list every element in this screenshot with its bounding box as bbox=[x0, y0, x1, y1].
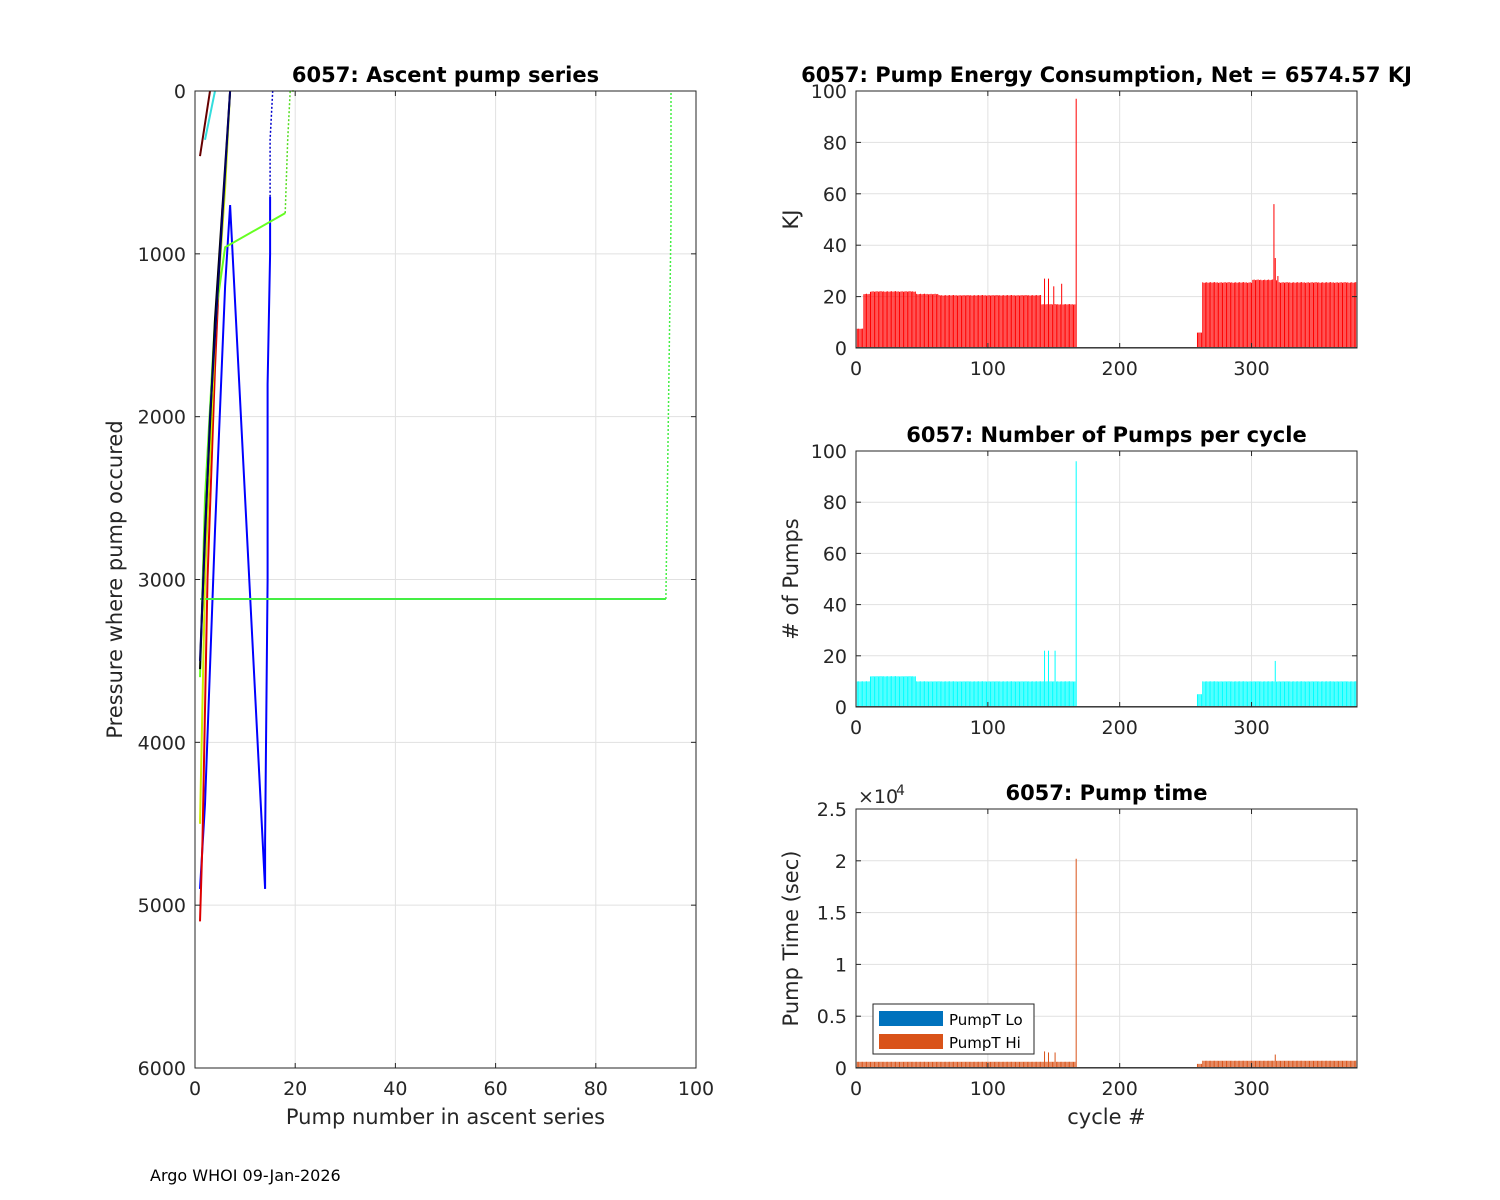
legend-label: PumpT Hi bbox=[949, 1034, 1021, 1052]
energy-xtick-label: 200 bbox=[1102, 358, 1138, 380]
ascent-series-line bbox=[199, 196, 272, 889]
energy-ytick-label: 60 bbox=[823, 184, 847, 206]
pumps-ylabel: # of Pumps bbox=[779, 518, 803, 640]
pumps-bars bbox=[856, 461, 1358, 707]
energy-xtick-label: 100 bbox=[970, 358, 1006, 380]
ascent-ytick-label: 0 bbox=[174, 81, 186, 103]
pumptime-xtick-label: 200 bbox=[1102, 1078, 1138, 1100]
pumptime-bars bbox=[856, 858, 1358, 1068]
pumps-title: 6057: Number of Pumps per cycle bbox=[906, 423, 1306, 447]
energy-xtick-label: 0 bbox=[850, 358, 862, 380]
ascent-ytick-label: 1000 bbox=[138, 244, 186, 266]
energy-ytick-label: 80 bbox=[823, 132, 847, 154]
ascent-title: 6057: Ascent pump series bbox=[292, 63, 599, 87]
pumps-xtick-label: 0 bbox=[850, 717, 862, 739]
energy-axes-box bbox=[855, 90, 1358, 349]
legend-label: PumpT Lo bbox=[949, 1011, 1023, 1029]
energy-ylabel: KJ bbox=[779, 210, 803, 230]
energy-ytick-label: 40 bbox=[823, 235, 847, 257]
ascent-xtick-label: 40 bbox=[383, 1078, 407, 1100]
pumps-ytick-label: 100 bbox=[811, 441, 847, 463]
ascent-series-line bbox=[199, 90, 232, 661]
energy-ytick-label: 0 bbox=[835, 338, 847, 360]
pumps-ytick-label: 20 bbox=[823, 646, 847, 668]
energy-ytick-label: 20 bbox=[823, 287, 847, 309]
pumptime-xtick-label: 100 bbox=[970, 1078, 1006, 1100]
energy-title: 6057: Pump Energy Consumption, Net = 657… bbox=[801, 63, 1412, 87]
pumptime-ytick-label: 1.5 bbox=[817, 903, 847, 925]
ascent-xtick-label: 0 bbox=[189, 1078, 201, 1100]
ascent-series-line bbox=[269, 90, 274, 197]
ascent-ytick-label: 4000 bbox=[138, 732, 186, 754]
pumptime-ytick-label: 1 bbox=[835, 954, 847, 976]
ascent-xtick-label: 20 bbox=[283, 1078, 307, 1100]
pumptime-ytick-label: 2 bbox=[835, 851, 847, 873]
legend-swatch bbox=[879, 1034, 943, 1049]
pumptime-ylabel: Pump Time (sec) bbox=[779, 851, 803, 1027]
pumps-xtick-label: 200 bbox=[1102, 717, 1138, 739]
pumptime-exponent-base: ×10 bbox=[858, 786, 898, 808]
footer-text: Argo WHOI 09-Jan-2026 bbox=[150, 1166, 341, 1185]
pumps-ytick-label: 0 bbox=[835, 697, 847, 719]
pumptime-exponent-power: 4 bbox=[896, 783, 905, 799]
ascent-xtick-label: 60 bbox=[484, 1078, 508, 1100]
energy-bars bbox=[856, 98, 1358, 348]
ascent-xlabel: Pump number in ascent series bbox=[286, 1105, 605, 1129]
energy-ytick-label: 100 bbox=[811, 81, 847, 103]
pumptime-xtick-label: 0 bbox=[850, 1078, 862, 1100]
pumps-ytick-label: 40 bbox=[823, 595, 847, 617]
ascent-ytick-label: 6000 bbox=[138, 1058, 186, 1080]
legend-swatch bbox=[879, 1011, 943, 1026]
ascent-ytick-label: 2000 bbox=[138, 407, 186, 429]
pumptime-title: 6057: Pump time bbox=[1005, 781, 1207, 805]
ascent-series-line bbox=[204, 90, 216, 141]
ascent-ytick-label: 5000 bbox=[138, 895, 186, 917]
ascent-ytick-label: 3000 bbox=[138, 570, 186, 592]
ascent-series-line bbox=[199, 90, 211, 157]
pumptime-ytick-label: 2.5 bbox=[817, 799, 847, 821]
pumps-plot-area bbox=[856, 451, 1357, 707]
energy-xtick-label: 300 bbox=[1233, 358, 1269, 380]
pumps-ytick-label: 60 bbox=[823, 543, 847, 565]
pumptime-xlabel: cycle # bbox=[1067, 1105, 1146, 1129]
ascent-xtick-label: 100 bbox=[678, 1078, 714, 1100]
pumps-xtick-label: 300 bbox=[1233, 717, 1269, 739]
pumps-axes-box bbox=[855, 450, 1358, 708]
pumptime-ytick-label: 0 bbox=[835, 1058, 847, 1080]
ascent-ylabel: Pressure where pump occured bbox=[103, 420, 127, 738]
pumps-ytick-label: 80 bbox=[823, 492, 847, 514]
ascent-xtick-label: 80 bbox=[584, 1078, 608, 1100]
ascent-series-line bbox=[665, 91, 672, 600]
pumptime-ytick-label: 0.5 bbox=[817, 1006, 847, 1028]
pumptime-axes-box bbox=[855, 808, 1358, 1069]
pumps-xtick-label: 100 bbox=[970, 717, 1006, 739]
pumptime-xtick-label: 300 bbox=[1233, 1078, 1269, 1100]
